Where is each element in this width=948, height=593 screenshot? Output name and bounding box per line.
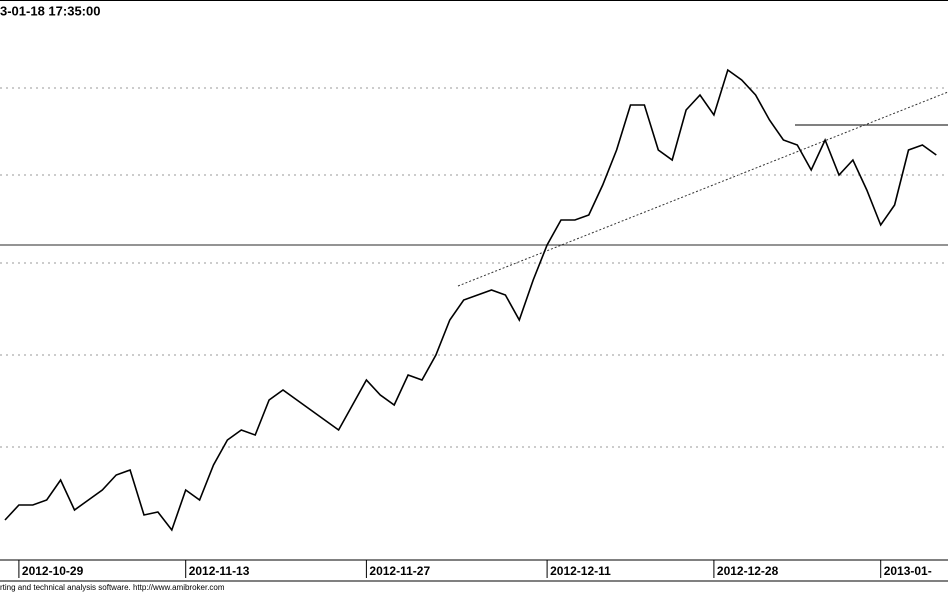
footer: rting and technical analysis software. h… — [0, 583, 225, 592]
x-tick-label: 2012-12-11 — [550, 564, 611, 578]
x-tick-label: 2012-11-13 — [189, 564, 250, 578]
x-tick-label: 2012-11-27 — [369, 564, 430, 578]
x-tick-label: 2012-12-28 — [717, 564, 779, 578]
price-line — [4, 68, 937, 532]
x-tick-label: 2012-10-29 — [22, 564, 84, 578]
x-tick-label: 2013-01- — [884, 564, 932, 578]
chart-title: 3-01-18 17:35:00 — [0, 3, 100, 18]
